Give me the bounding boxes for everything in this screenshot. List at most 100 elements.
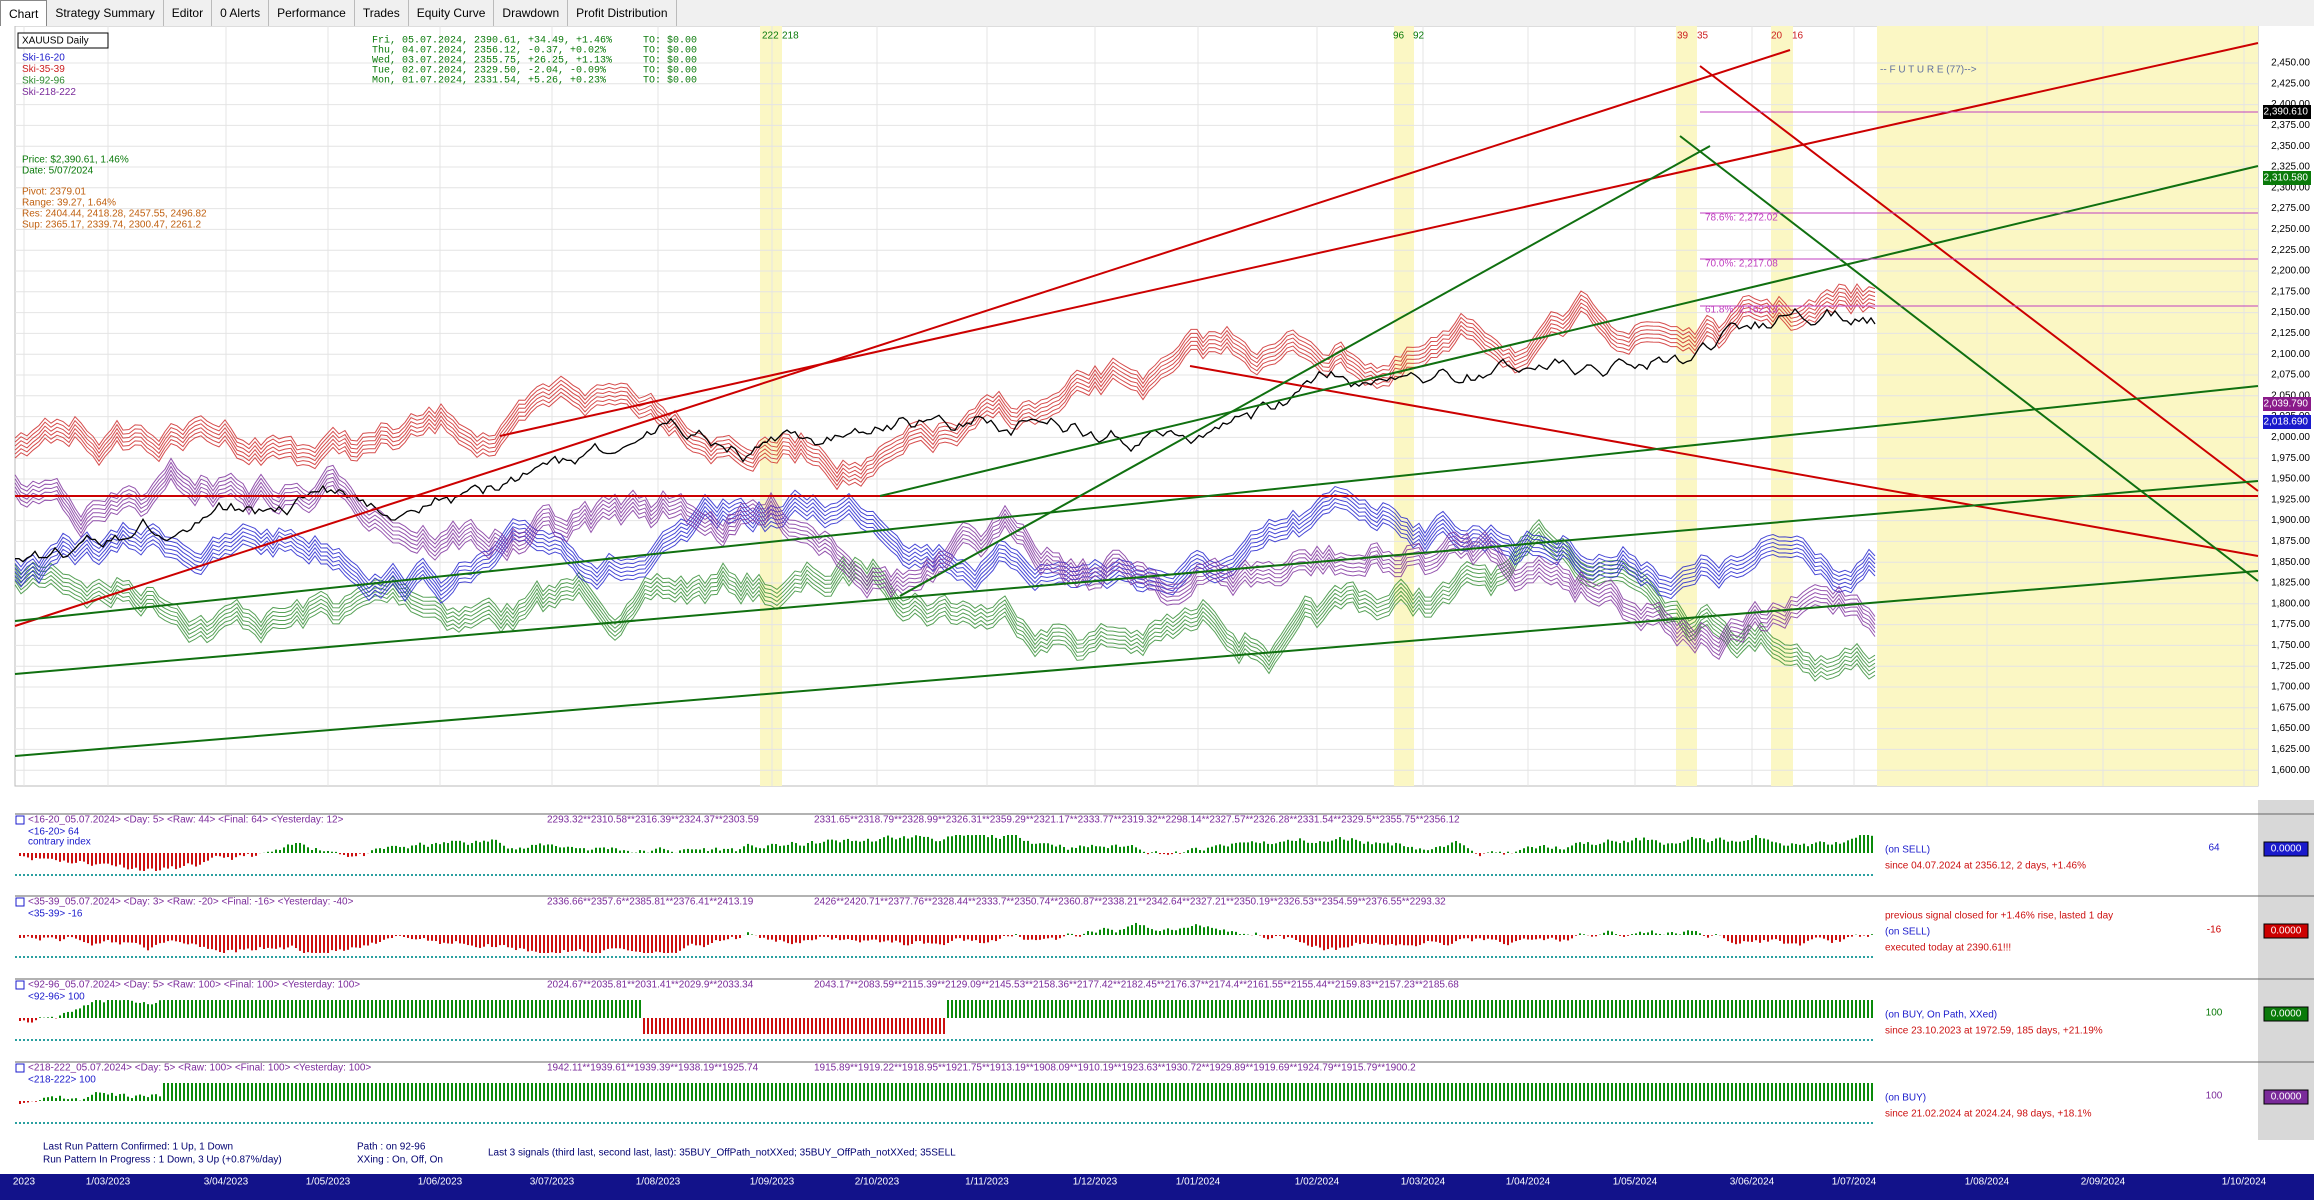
tab[interactable]: Strategy Summary xyxy=(47,0,164,26)
price-tick-label: 1,900.00 xyxy=(2271,515,2310,526)
price-tick-label: 1,975.00 xyxy=(2271,453,2310,464)
signal-score: 100 xyxy=(2206,1008,2223,1019)
indicator-band xyxy=(14,299,1876,487)
quote-line: Thu, 04.07.2024, 2356.12, -0.37, +0.02% xyxy=(372,45,606,57)
cycle-marker: 222 xyxy=(762,31,779,42)
date-label: 1/08/2024 xyxy=(1965,1177,2010,1188)
signal-score: 64 xyxy=(2208,843,2220,854)
signal-list: 2293.32**2310.58**2316.39**2324.37**2303… xyxy=(547,815,759,826)
value-box-label: 0.0000 xyxy=(2271,1092,2302,1103)
tab[interactable]: Editor xyxy=(164,0,213,26)
cycle-marker: 39 xyxy=(1677,31,1689,42)
price-tick-label: 1,825.00 xyxy=(2271,578,2310,589)
path-info: Path : on 92-96 xyxy=(357,1142,426,1153)
panel-header: <35-39_05.07.2024> <Day: 3> <Raw: -20> <… xyxy=(28,897,354,908)
indicator-band xyxy=(14,457,1876,640)
date-label: 1/05/2024 xyxy=(1613,1177,1658,1188)
date-label: 1/01/2024 xyxy=(1176,1177,1221,1188)
tab[interactable]: 0 Alerts xyxy=(212,0,270,26)
tab[interactable]: Drawdown xyxy=(494,0,569,26)
pivot-info: Res: 2404.44, 2418.28, 2457.55, 2496.82 xyxy=(22,209,207,220)
trend-line xyxy=(879,165,2259,497)
price-tick-label: 2,350.00 xyxy=(2271,141,2310,152)
tab[interactable]: Equity Curve xyxy=(409,0,495,26)
value-box xyxy=(2263,1006,2309,1022)
signal-list: 2336.66**2357.6**2385.81**2376.41**2413.… xyxy=(547,897,754,908)
quote-line: Wed, 03.07.2024, 2355.75, +26.25, +1.13% xyxy=(372,55,612,67)
price-tick-label: 1,725.00 xyxy=(2271,661,2310,672)
tab[interactable]: Profit Distribution xyxy=(568,0,677,26)
panel-label: <92-96> 100 xyxy=(28,992,85,1003)
panel-label: <16-20> 64 xyxy=(28,827,80,838)
indicator-band xyxy=(14,291,1876,479)
last-signals: Last 3 signals (third last, second last,… xyxy=(488,1148,956,1159)
tab[interactable]: Performance xyxy=(269,0,355,26)
price-tick-label: 1,925.00 xyxy=(2271,494,2310,505)
price-flag xyxy=(2263,415,2311,429)
date-label: 3/06/2024 xyxy=(1730,1177,1775,1188)
price-tick-label: 1,600.00 xyxy=(2271,765,2310,776)
price-tick-label: 1,775.00 xyxy=(2271,619,2310,630)
date-label: 1/11/2023 xyxy=(965,1177,1009,1188)
panel-toggle xyxy=(15,815,25,825)
panel-toggle xyxy=(15,897,25,907)
signal-status: (on SELL) xyxy=(1885,927,1930,938)
date-label: 1/05/2023 xyxy=(306,1177,351,1188)
cycle-marker: 96 xyxy=(1393,31,1405,42)
legend-entry: Ski-35-39 xyxy=(22,64,65,75)
legend-entry: Ski-218-222 xyxy=(22,87,76,98)
date-label: 1/07/2024 xyxy=(1832,1177,1877,1188)
price-tick-label: 2,150.00 xyxy=(2271,307,2310,318)
run-pattern: Run Pattern In Progress : 1 Down, 3 Up (… xyxy=(43,1155,282,1166)
cycle-stripe xyxy=(1676,26,1697,786)
signal-status: since 04.07.2024 at 2356.12, 2 days, +1.… xyxy=(1885,861,2086,872)
trend-line xyxy=(14,480,2259,675)
price-info: Date: 5/07/2024 xyxy=(22,166,94,177)
panel-label: <218-222> 100 xyxy=(28,1075,96,1086)
panel-toggle xyxy=(15,980,25,990)
tab[interactable]: Chart xyxy=(0,0,48,26)
trend-line xyxy=(499,42,2259,437)
quote-line: Fri, 05.07.2024, 2390.61, +34.49, +1.46% xyxy=(372,35,612,47)
price-tick-label: 2,200.00 xyxy=(2271,266,2310,277)
price-tick-label: 1,950.00 xyxy=(2271,474,2310,485)
date-label: 1/09/2023 xyxy=(750,1177,795,1188)
price-tick-label: 2,225.00 xyxy=(2271,245,2310,256)
date-label: 3/04/2023 xyxy=(204,1177,249,1188)
price-tick-label: 2,075.00 xyxy=(2271,370,2310,381)
price-flag-label: 2,039.790 xyxy=(2264,399,2309,410)
price-tick-label: 2,275.00 xyxy=(2271,203,2310,214)
quote-line: Tue, 02.07.2024, 2329.50, -2.04, -0.09% xyxy=(372,66,606,77)
fib-label: 78.6%: 2,272.02 xyxy=(1705,213,1778,224)
symbol-box xyxy=(17,32,109,49)
signal-status: since 21.02.2024 at 2024.24, 98 days, +1… xyxy=(1885,1109,2092,1120)
indicator-band xyxy=(14,287,1876,475)
price-flag xyxy=(2263,171,2311,185)
price-tick-label: 1,800.00 xyxy=(2271,598,2310,609)
signal-list: 2024.67**2035.81**2031.41**2029.9**2033.… xyxy=(547,980,754,991)
indicator-band xyxy=(14,473,1876,656)
turnover: TO: $0.00 xyxy=(643,45,697,57)
trend-line xyxy=(14,570,2259,757)
tab[interactable]: Trades xyxy=(355,0,409,26)
signal-status: (on SELL) xyxy=(1885,845,1930,856)
price-tick-label: 2,400.00 xyxy=(2271,99,2310,110)
trend-line xyxy=(1699,65,2259,492)
signal-list: 1942.11**1939.61**1939.39**1938.19**1925… xyxy=(547,1063,759,1074)
value-box xyxy=(2263,923,2309,939)
cycle-stripe xyxy=(1771,26,1793,786)
price-tick-label: 2,250.00 xyxy=(2271,224,2310,235)
turnover: TO: $0.00 xyxy=(643,55,697,67)
price-tick-label: 1,850.00 xyxy=(2271,557,2310,568)
signal-status: (on BUY) xyxy=(1885,1093,1926,1104)
indicator-band xyxy=(14,538,1876,682)
date-label: 2023 xyxy=(13,1177,36,1188)
cycle-marker: 35 xyxy=(1697,31,1709,42)
turnover: TO: $0.00 xyxy=(643,75,697,87)
price-flag xyxy=(2263,105,2311,119)
date-label: 1/12/2023 xyxy=(1073,1177,1118,1188)
value-box-label: 0.0000 xyxy=(2271,844,2302,855)
cycle-marker: 16 xyxy=(1792,31,1804,42)
symbol: XAUUSD Daily xyxy=(22,36,89,47)
